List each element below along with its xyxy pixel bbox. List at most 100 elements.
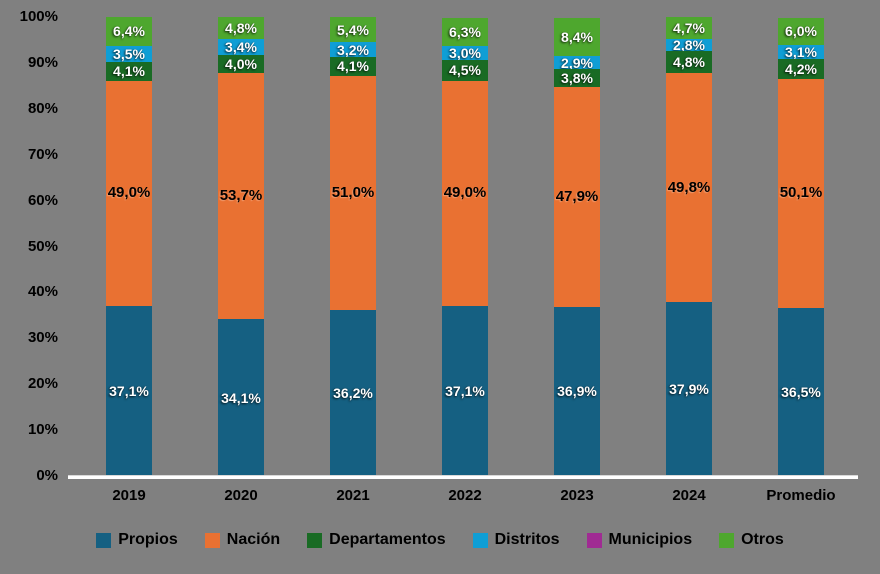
legend-item-propios: Propios <box>96 531 178 549</box>
x-axis-label-2021: 2021 <box>336 487 370 504</box>
plot-area: 37,1% 49,0% 4,1% 3,5% 6,4% 34,1% 53,7% 4,0% 3,4%… <box>68 16 858 476</box>
segment-data-label: 4,7% <box>673 19 705 36</box>
bar-segment-propios: 37,9% <box>666 302 712 476</box>
bar-segment-propios: 36,2% <box>330 309 376 476</box>
bar-segment-nacion: 49,8% <box>666 73 712 303</box>
bar-segment-nacion: 53,7% <box>218 73 264 320</box>
segment-data-label: 49,0% <box>443 184 487 202</box>
segment-data-label: 36,9% <box>557 383 597 400</box>
bar-group-2024: 37,9% 49,8% 4,8% 2,8% 4,7% <box>666 17 712 476</box>
y-tick-label-0: 0% <box>36 467 58 484</box>
y-tick-label-80: 80% <box>27 99 58 117</box>
y-tick-label-20: 20% <box>27 375 58 393</box>
segment-data-label: 4,1% <box>337 58 369 75</box>
segment-data-label: 8,4% <box>561 28 593 45</box>
segment-data-label: 37,9% <box>669 381 709 398</box>
bar-segment-propios: 36,5% <box>778 308 824 476</box>
segment-data-label: 3,5% <box>113 45 145 62</box>
legend-label-otros: Otros <box>741 531 784 548</box>
bar-segment-propios: 37,1% <box>106 305 152 476</box>
bar-segment-distritos: 3,2% <box>330 42 376 57</box>
bar-segment-departamentos: 4,8% <box>666 51 712 74</box>
bar-segment-distritos: 2,8% <box>666 37 712 54</box>
y-tick-label-70: 70% <box>27 145 58 163</box>
y-tick-label-40: 40% <box>27 283 58 301</box>
segment-data-label: 6,3% <box>449 23 481 40</box>
segment-data-label: 4,8% <box>673 54 705 71</box>
segment-data-label: 37,1% <box>445 382 485 399</box>
legend-swatch-nacion <box>204 532 220 548</box>
bar-segment-departamentos: 4,0% <box>218 54 264 74</box>
segment-data-label: 50,1% <box>779 184 823 202</box>
x-axis-label-2020: 2020 <box>224 487 258 504</box>
segment-data-label: 4,8% <box>225 20 257 37</box>
segment-data-label: 2,8% <box>673 37 705 54</box>
bar-group-promedio: 36,5% 50,1% 4,2% 3,1% 6,0% <box>778 17 824 476</box>
y-tick-label-10: 10% <box>27 421 58 439</box>
legend-label-distritos: Distritos <box>494 531 560 548</box>
segment-data-label: 3,0% <box>449 45 481 62</box>
legend-label-nacion: Nación <box>226 531 281 548</box>
legend-label-propios: Propios <box>118 531 178 548</box>
segment-data-label: 49,0% <box>107 184 151 202</box>
segment-data-label: 4,0% <box>225 55 257 72</box>
bar-segment-departamentos: 4,1% <box>330 56 376 76</box>
segment-data-label: 3,4% <box>225 38 257 55</box>
bar-segment-otros: 6,0% <box>778 17 824 46</box>
segment-data-label: 4,5% <box>449 62 481 79</box>
bar-segment-otros: 5,4% <box>330 17 376 43</box>
segment-data-label: 53,7% <box>219 187 263 205</box>
legend: Propios Nación Departamentos Distritos Munic… <box>0 531 880 549</box>
legend-label-municipios: Municipios <box>608 531 693 548</box>
x-axis-label-2024: 2024 <box>672 487 706 504</box>
bar-segment-otros: 4,7% <box>666 17 712 39</box>
bar-segment-distritos: 3,1% <box>778 45 824 60</box>
bar-segment-otros: 6,3% <box>442 17 488 47</box>
bar-segment-nacion: 47,9% <box>554 86 600 307</box>
segment-data-label: 36,5% <box>781 384 821 401</box>
bar-group-2020: 34,1% 53,7% 4,0% 3,4% 4,8% <box>218 17 264 476</box>
segment-data-label: 51,0% <box>331 183 375 201</box>
x-axis-label-2023: 2023 <box>560 487 594 504</box>
legend-item-departamentos: Departamentos <box>307 531 446 549</box>
bar-segment-distritos: 3,4% <box>218 39 264 55</box>
bar-segment-departamentos: 4,2% <box>778 59 824 79</box>
bar-segment-nacion: 51,0% <box>330 75 376 310</box>
y-tick-label-30: 30% <box>27 329 58 347</box>
bar-segment-distritos: 3,5% <box>106 45 152 62</box>
legend-swatch-municipios <box>586 532 602 548</box>
bar-segment-otros: 6,4% <box>106 16 152 46</box>
segment-data-label: 6,4% <box>113 23 145 40</box>
segment-data-label: 4,1% <box>113 63 145 80</box>
segment-data-label: 6,0% <box>785 23 817 40</box>
segment-data-label: 5,4% <box>337 21 369 38</box>
bar-segment-distritos: 2,9% <box>554 54 600 71</box>
legend-item-distritos: Distritos <box>472 531 560 549</box>
y-tick-label-90: 90% <box>27 53 58 71</box>
bar-segment-nacion: 50,1% <box>778 78 824 309</box>
bar-group-2023: 36,9% 47,9% 3,8% 2,9% 8,4% <box>554 17 600 476</box>
segment-data-label: 37,1% <box>109 382 149 399</box>
y-tick-label-60: 60% <box>27 191 58 209</box>
x-axis-line <box>68 475 858 479</box>
segment-data-label: 47,9% <box>555 187 599 205</box>
y-tick-label-100: 100% <box>19 8 58 25</box>
segment-data-label: 49,8% <box>667 178 711 196</box>
bar-group-2019: 37,1% 49,0% 4,1% 3,5% 6,4% <box>106 16 152 476</box>
legend-item-nacion: Nación <box>204 531 281 549</box>
bar-group-2022: 37,1% 49,0% 4,5% 3,0% 6,3% <box>442 17 488 476</box>
legend-swatch-otros <box>719 532 735 548</box>
segment-data-label: 2,9% <box>561 54 593 71</box>
legend-item-otros: Otros <box>719 531 784 549</box>
segment-data-label: 3,8% <box>561 70 593 87</box>
y-tick-label-50: 50% <box>27 237 58 255</box>
bar-segment-departamentos: 3,8% <box>554 69 600 87</box>
legend-item-municipios: Municipios <box>586 531 693 549</box>
segment-data-label: 34,1% <box>221 389 261 406</box>
bar-segment-departamentos: 4,5% <box>442 60 488 81</box>
bar-segment-propios: 36,9% <box>554 306 600 476</box>
legend-swatch-distritos <box>472 532 488 548</box>
bar-segment-departamentos: 4,1% <box>106 62 152 81</box>
bar-segment-otros: 8,4% <box>554 17 600 57</box>
